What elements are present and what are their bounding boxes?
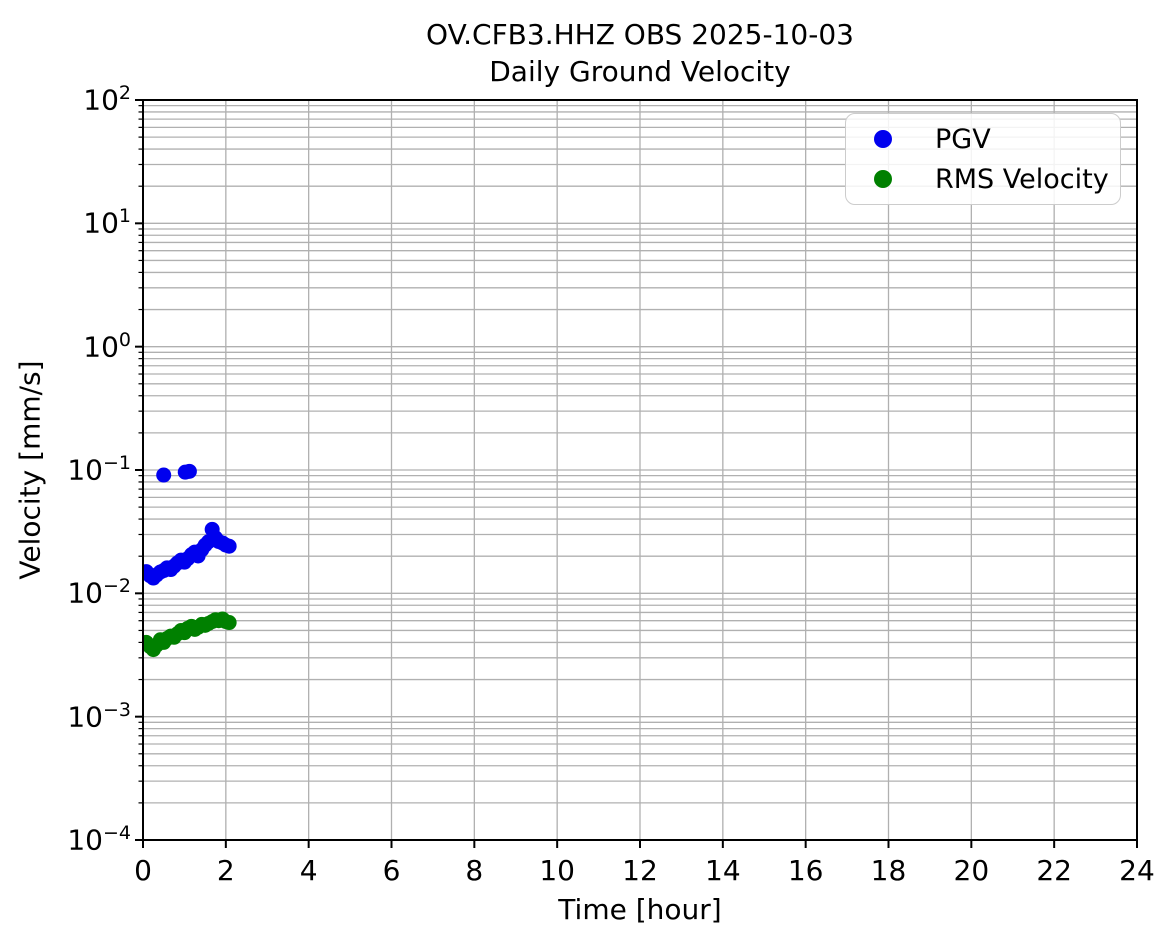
pgv-marker-icon (874, 130, 892, 148)
legend-label-pgv: PGV (935, 123, 991, 155)
y-axis-label: Velocity [mm/s] (13, 360, 47, 580)
legend-item-pgv: PGV (846, 120, 1120, 158)
y-tick-label: 10−4 (67, 822, 131, 857)
x-tick-label: 0 (134, 854, 152, 887)
x-tick-label: 4 (299, 854, 318, 887)
legend: PGV RMS Velocity (845, 113, 1121, 205)
y-tick-label: 10−3 (67, 698, 131, 734)
x-tick-label: 12 (622, 854, 658, 887)
pgv-point (221, 538, 237, 554)
rms-point (221, 615, 237, 631)
x-tick-label: 22 (1036, 854, 1072, 887)
x-tick-label: 2 (216, 854, 235, 887)
x-tick-label: 6 (382, 854, 401, 887)
gridlines (142, 99, 1138, 841)
x-tick-label: 24 (1119, 854, 1155, 887)
chart-title-line2: Daily Ground Velocity (489, 55, 791, 88)
x-axis-label: Time [hour] (558, 893, 722, 926)
y-tick-label: 100 (83, 328, 131, 364)
x-tick-label: 8 (465, 854, 484, 887)
pgv-point (181, 463, 197, 479)
pgv-points (143, 463, 237, 586)
y-tick-label: 101 (83, 205, 131, 240)
x-tick-label: 16 (787, 854, 824, 887)
x-tick-label: 18 (870, 854, 907, 887)
rms-points (143, 611, 237, 658)
rms-marker-icon (874, 170, 892, 188)
x-tick-label: 14 (705, 854, 741, 887)
legend-item-rms: RMS Velocity (846, 160, 1120, 198)
y-tick-label: 102 (83, 82, 131, 117)
x-tick-label: 10 (539, 854, 575, 887)
pgv-point (156, 467, 172, 483)
plot-border (142, 99, 1138, 841)
chart-title: OV.CFB3.HHZ OBS 2025-10-03 Daily Ground … (143, 16, 1137, 90)
x-tick-label: 20 (953, 854, 990, 887)
legend-label-rms: RMS Velocity (935, 163, 1109, 195)
chart-title-line1: OV.CFB3.HHZ OBS 2025-10-03 (426, 18, 854, 51)
y-tick-label: 10−1 (67, 452, 131, 487)
y-tick-label: 10−2 (67, 575, 131, 610)
